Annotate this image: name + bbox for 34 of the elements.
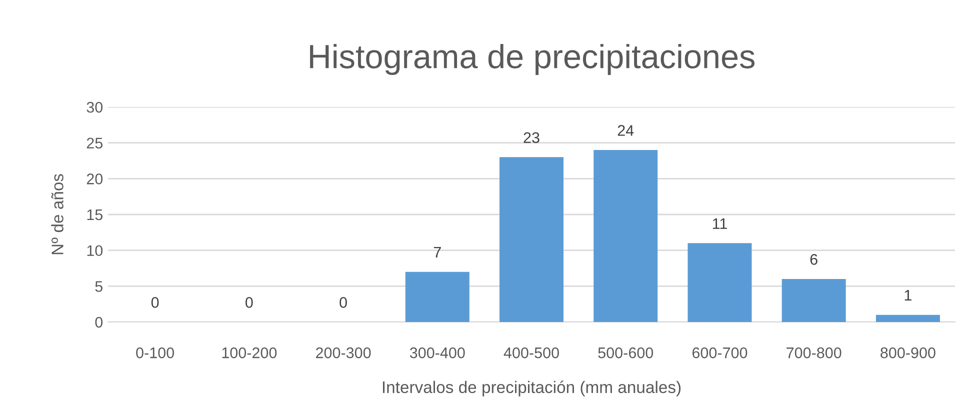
x-tick-label: 800-900 (880, 347, 936, 358)
x-tick-label: 100-200 (222, 347, 277, 358)
x-tick-label: 0-100 (136, 347, 174, 358)
x-tick-label: 200-300 (316, 347, 371, 358)
data-label: 0 (151, 297, 159, 308)
data-label: 1 (904, 290, 912, 301)
y-tick-label: 30 (86, 102, 103, 113)
x-tick-label: 500-600 (598, 347, 654, 358)
y-axis-title: Nº de años (51, 174, 64, 254)
y-tick-label: 0 (95, 316, 103, 328)
data-label: 0 (246, 297, 253, 308)
y-tick-label: 5 (95, 281, 102, 292)
x-tick-label: 300-400 (410, 347, 465, 358)
bar (876, 314, 940, 322)
x-axis-title: Intervalos de precipitación (mm anuales) (382, 380, 681, 396)
y-tick-label: 15 (87, 210, 102, 220)
y-tick-label: 10 (87, 245, 103, 256)
x-tick-label: 600-700 (692, 347, 748, 358)
data-label: 6 (810, 254, 818, 265)
bar (782, 279, 846, 322)
bar (500, 157, 564, 322)
data-label: 24 (618, 125, 634, 136)
data-label: 0 (340, 297, 347, 308)
x-tick-label: 700-800 (786, 347, 842, 358)
x-tick-label: 400-500 (504, 347, 559, 358)
data-label: 11 (712, 218, 727, 229)
chart-title: Histograma de precipitaciones (310, 44, 754, 76)
data-label: 23 (524, 132, 540, 144)
bar (688, 243, 752, 322)
bar (594, 150, 658, 322)
data-label: 7 (434, 247, 441, 258)
bar (405, 272, 470, 322)
y-tick-label: 25 (86, 138, 102, 149)
y-tick-label: 20 (86, 174, 103, 184)
